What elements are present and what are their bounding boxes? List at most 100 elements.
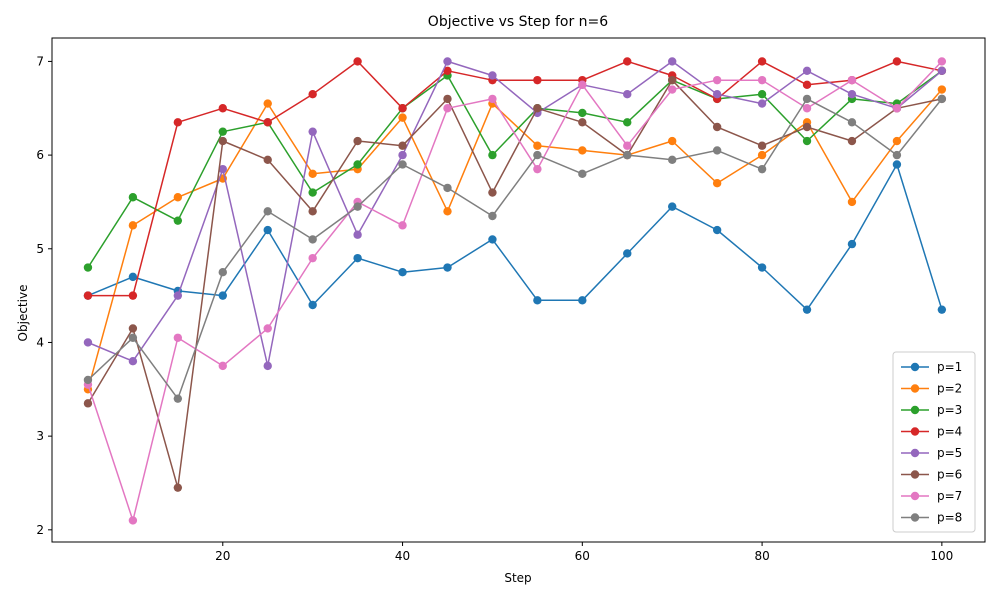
legend-swatch-marker	[910, 362, 920, 372]
legend-item: p=4	[901, 425, 962, 439]
data-point	[578, 118, 587, 127]
data-point	[578, 146, 587, 155]
data-point	[83, 338, 93, 347]
legend-label: p=1	[937, 360, 962, 374]
data-point	[308, 253, 317, 263]
data-point	[308, 188, 317, 197]
data-point	[263, 324, 272, 333]
data-point	[173, 118, 183, 127]
legend-swatch-marker	[910, 384, 920, 393]
data-point	[353, 57, 362, 66]
data-point	[398, 150, 407, 160]
data-point	[173, 291, 183, 300]
data-point	[488, 150, 497, 160]
data-point	[802, 136, 812, 146]
series-line	[87, 60, 943, 367]
y-tick-label: 4	[36, 335, 44, 349]
data-point	[533, 296, 542, 305]
data-point	[398, 141, 407, 150]
x-tick-label: 20	[215, 549, 230, 563]
data-point	[218, 164, 227, 174]
data-point	[128, 516, 138, 525]
data-point	[802, 66, 812, 75]
legend-swatch-marker	[910, 513, 920, 522]
data-point	[937, 94, 947, 104]
data-point	[578, 80, 587, 90]
data-point	[443, 263, 452, 272]
data-point	[847, 75, 857, 85]
series-line	[87, 89, 943, 390]
x-axis-label: Step	[504, 571, 531, 585]
data-point	[578, 108, 587, 118]
data-point	[623, 57, 632, 66]
data-point	[173, 394, 183, 403]
data-point	[263, 99, 272, 108]
data-point	[712, 90, 722, 99]
series-line	[87, 79, 943, 489]
data-point	[128, 272, 138, 282]
data-point	[173, 216, 183, 225]
y-tick-label: 2	[36, 523, 44, 537]
data-point	[802, 305, 812, 314]
data-point	[263, 207, 272, 216]
legend-item: p=7	[901, 489, 962, 503]
data-point	[218, 268, 227, 277]
data-point	[488, 94, 497, 104]
data-point	[802, 122, 812, 132]
legend: p=1 p=2 p=3 p=4 p=5 p=6 p=7 p=8	[892, 351, 976, 533]
axes-frame	[51, 37, 986, 543]
x-axis: 20 40 60 80 100	[215, 542, 953, 563]
data-point	[623, 90, 632, 99]
series-line	[88, 60, 943, 297]
data-point	[757, 99, 767, 108]
data-point	[488, 211, 497, 221]
legend-label: p=7	[937, 489, 962, 503]
data-point	[128, 291, 138, 300]
series-line	[87, 70, 943, 268]
data-point	[623, 249, 632, 258]
data-point	[712, 225, 722, 235]
data-point	[802, 94, 812, 104]
data-point	[892, 150, 902, 160]
y-axis-label: Objective	[16, 285, 30, 342]
data-point	[308, 207, 317, 216]
data-point	[128, 221, 138, 230]
data-point	[757, 57, 767, 66]
data-point	[128, 324, 138, 333]
data-point	[757, 141, 767, 150]
y-tick-label: 6	[36, 148, 44, 162]
data-point	[443, 94, 452, 104]
data-point	[847, 136, 857, 146]
plot-area	[83, 57, 947, 525]
x-tick-label: 60	[575, 549, 590, 563]
data-point	[533, 164, 542, 174]
data-point	[623, 150, 632, 160]
data-point	[668, 57, 677, 66]
data-point	[757, 150, 767, 160]
data-point	[308, 169, 317, 179]
data-point	[443, 57, 452, 66]
data-point	[668, 85, 677, 94]
data-point	[398, 268, 407, 277]
data-point	[353, 230, 362, 239]
legend-label: p=2	[937, 382, 962, 396]
data-point	[847, 90, 857, 99]
data-point	[488, 71, 497, 80]
data-point	[892, 160, 902, 169]
data-point	[353, 136, 362, 146]
data-point	[218, 361, 227, 371]
data-point	[263, 118, 272, 127]
series-p=5	[83, 57, 947, 371]
data-point	[668, 75, 677, 85]
data-point	[443, 183, 452, 193]
data-point	[488, 235, 497, 244]
data-point	[398, 104, 407, 113]
data-point	[533, 104, 542, 113]
series-line	[87, 163, 943, 311]
data-point	[668, 202, 677, 211]
legend-swatch-marker	[910, 405, 920, 415]
data-point	[443, 104, 452, 113]
data-point	[757, 90, 767, 99]
